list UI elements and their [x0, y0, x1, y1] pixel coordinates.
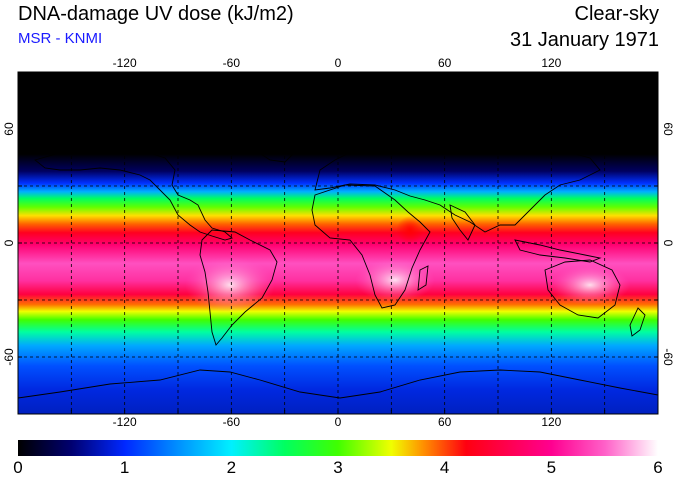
coastline-australia	[544, 259, 621, 319]
chart-title: DNA-damage UV dose (kJ/m2)	[18, 3, 294, 25]
redspot-arabia	[396, 216, 424, 244]
lat-tick-label-right: -60	[661, 348, 675, 366]
colorbar-tick-label: 3	[333, 458, 343, 477]
lat-tick-label-left: 60	[2, 122, 16, 136]
hotspot-australia	[550, 265, 630, 305]
colorbar-tick-label: 5	[546, 458, 557, 477]
lon-tick-label-bottom: 60	[438, 415, 452, 429]
hotspot-southern-africa	[355, 258, 435, 302]
colorbar-tick-label: 1	[119, 458, 130, 477]
lat-tick-label-left: -60	[2, 348, 16, 366]
lon-tick-label-top: -60	[223, 56, 241, 70]
coastline-south-america	[199, 229, 278, 346]
coastlines	[18, 131, 658, 399]
hotspot-south-america	[185, 257, 275, 313]
lon-tick-label-bottom: -120	[113, 415, 137, 429]
coastline-eurasia	[314, 134, 601, 233]
lon-tick-label-bottom: 120	[541, 415, 561, 429]
lon-tick-label-top: 0	[335, 56, 342, 70]
uv-dose-world-map: -120 -120 -60 -60 0 0 60 60 120 120 60 60 0 0 -60 -60	[2, 56, 675, 429]
coastline-indonesia	[514, 239, 602, 263]
colorbar-tick-label: 4	[439, 458, 450, 477]
axis-ticks	[18, 72, 658, 414]
colorbar-tick-label: 2	[226, 458, 237, 477]
coastline-new-zealand	[629, 307, 646, 337]
coastline-north-america	[34, 147, 233, 241]
axis-labels: -120 -120 -60 -60 0 0 60 60 120 120 60 60 0 0 -60 -60	[2, 56, 675, 429]
lon-tick-label-bottom: 0	[335, 415, 342, 429]
lat-tick-label-left: 0	[2, 239, 16, 246]
sky-condition-label: Clear-sky	[574, 3, 659, 25]
lat-tick-label-right: 0	[661, 240, 675, 247]
graticule	[18, 72, 658, 414]
coastline-antarctica	[18, 369, 658, 399]
coastline-india	[449, 204, 476, 241]
colorbar-tick-label: 6	[653, 458, 663, 477]
lon-tick-label-bottom: -60	[223, 415, 241, 429]
lon-tick-label-top: -120	[113, 56, 137, 70]
lon-tick-label-top: 120	[541, 56, 561, 70]
date-label: 31 January 1971	[509, 29, 659, 51]
coastline-madagascar	[417, 265, 429, 291]
credit-label: MSR - KNMI	[18, 30, 103, 47]
lat-tick-label-right: 60	[661, 122, 675, 136]
coastline-africa	[311, 184, 431, 309]
lon-tick-label-top: 60	[438, 56, 452, 70]
colorbar-tick-label: 0	[13, 458, 23, 477]
colorbar-gradient	[18, 440, 658, 456]
colorbar	[18, 440, 658, 456]
coastline-greenland	[249, 131, 301, 163]
